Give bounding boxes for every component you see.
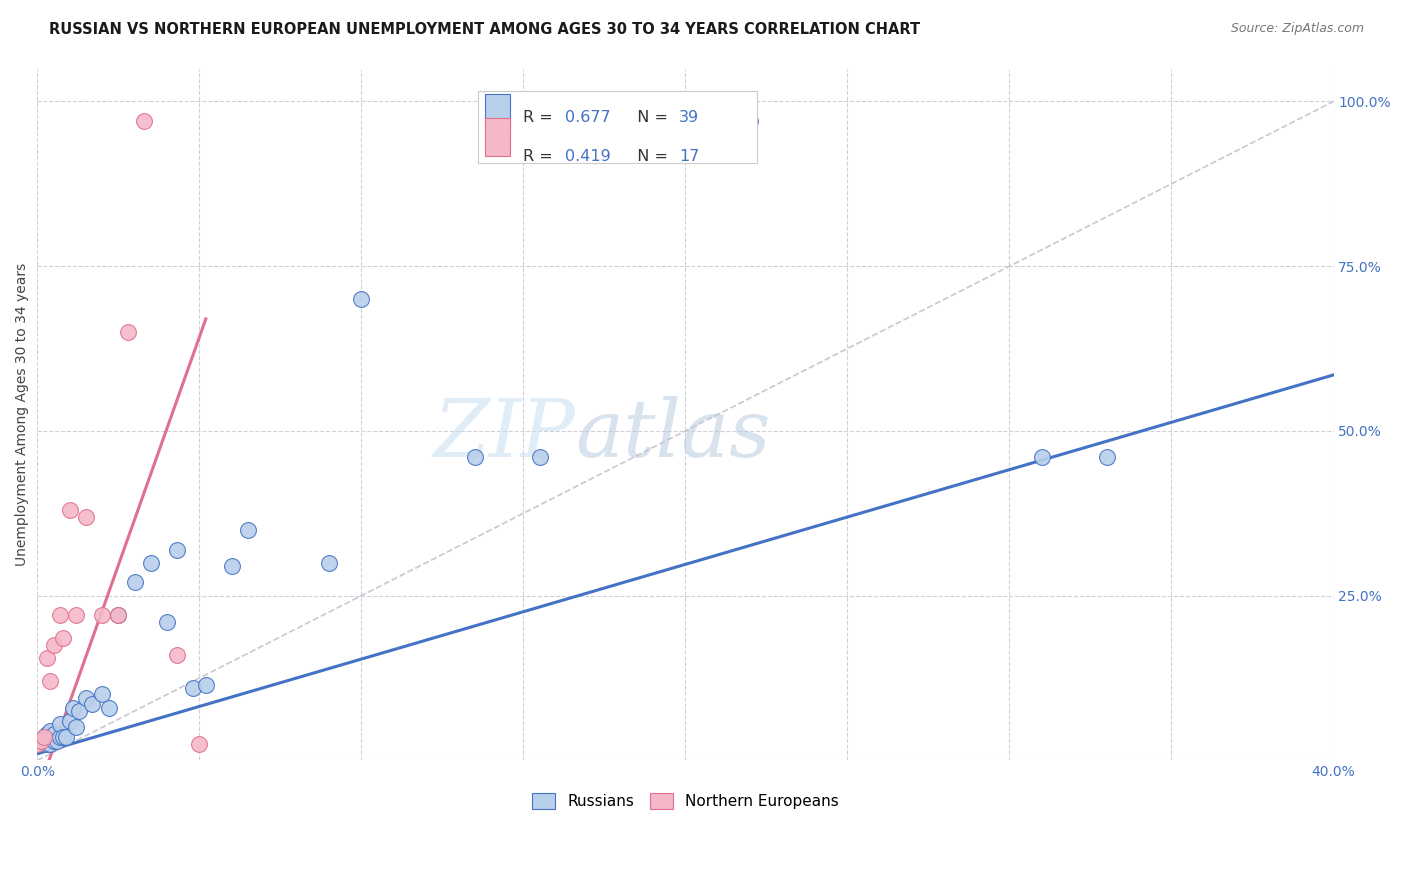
Text: 39: 39 — [679, 110, 699, 125]
Point — [32, 737, 55, 751]
Point — [82, 698, 104, 712]
Text: Source: ZipAtlas.com: Source: ZipAtlas.com — [1230, 22, 1364, 36]
Point — [52, 731, 75, 745]
Point — [49, 731, 72, 745]
Legend: Russians, Northern Europeans: Russians, Northern Europeans — [526, 787, 845, 815]
Text: 0.677: 0.677 — [565, 110, 610, 125]
Text: ZIP: ZIP — [433, 396, 575, 474]
Text: N =: N = — [627, 110, 673, 125]
Y-axis label: Unemployment Among Ages 30 to 34 years: Unemployment Among Ages 30 to 34 years — [15, 263, 30, 566]
Text: 17: 17 — [679, 150, 699, 164]
Point — [39, 737, 62, 751]
Point — [27, 737, 49, 751]
Text: R =: R = — [523, 150, 558, 164]
Point — [156, 615, 179, 629]
Point — [91, 688, 114, 702]
Text: N =: N = — [627, 150, 673, 164]
Point — [45, 733, 67, 747]
Point — [35, 651, 58, 665]
Point — [59, 714, 82, 728]
Point — [42, 638, 65, 652]
Point — [107, 608, 129, 623]
Point — [188, 737, 211, 751]
Point — [49, 608, 72, 623]
Point — [529, 450, 551, 465]
Point — [194, 677, 217, 691]
Point — [65, 608, 87, 623]
Point — [27, 733, 49, 747]
Point — [42, 727, 65, 741]
Point — [65, 721, 87, 735]
Point — [1095, 450, 1118, 465]
Point — [30, 733, 52, 747]
Point — [117, 325, 139, 339]
Point — [75, 690, 97, 705]
Point — [91, 608, 114, 623]
Point — [134, 114, 156, 128]
Point — [139, 556, 162, 570]
Point — [59, 503, 82, 517]
Point — [221, 559, 243, 574]
Point — [464, 450, 486, 465]
Point — [97, 700, 120, 714]
Point — [55, 731, 77, 745]
Text: RUSSIAN VS NORTHERN EUROPEAN UNEMPLOYMENT AMONG AGES 30 TO 34 YEARS CORRELATION : RUSSIAN VS NORTHERN EUROPEAN UNEMPLOYMEN… — [49, 22, 921, 37]
Text: R =: R = — [523, 110, 558, 125]
Text: atlas: atlas — [575, 396, 770, 474]
Point — [32, 731, 55, 745]
Point — [30, 733, 52, 747]
Point — [39, 674, 62, 689]
Point — [181, 681, 204, 695]
Point — [166, 648, 188, 662]
Point — [32, 731, 55, 745]
Point — [49, 717, 72, 731]
Point — [1031, 450, 1053, 465]
FancyBboxPatch shape — [485, 95, 510, 132]
Point — [107, 608, 129, 623]
Point — [42, 733, 65, 747]
Point — [75, 509, 97, 524]
Point — [124, 575, 146, 590]
Point — [35, 727, 58, 741]
Point — [62, 700, 84, 714]
FancyBboxPatch shape — [478, 91, 756, 163]
Point — [318, 556, 340, 570]
Point — [52, 632, 75, 646]
FancyBboxPatch shape — [485, 119, 510, 156]
Text: 0.419: 0.419 — [565, 150, 610, 164]
Point — [740, 114, 762, 128]
Point — [166, 542, 188, 557]
Point — [39, 723, 62, 738]
Point — [69, 704, 91, 718]
Point — [35, 737, 58, 751]
Point — [350, 292, 373, 306]
Point — [236, 523, 259, 537]
